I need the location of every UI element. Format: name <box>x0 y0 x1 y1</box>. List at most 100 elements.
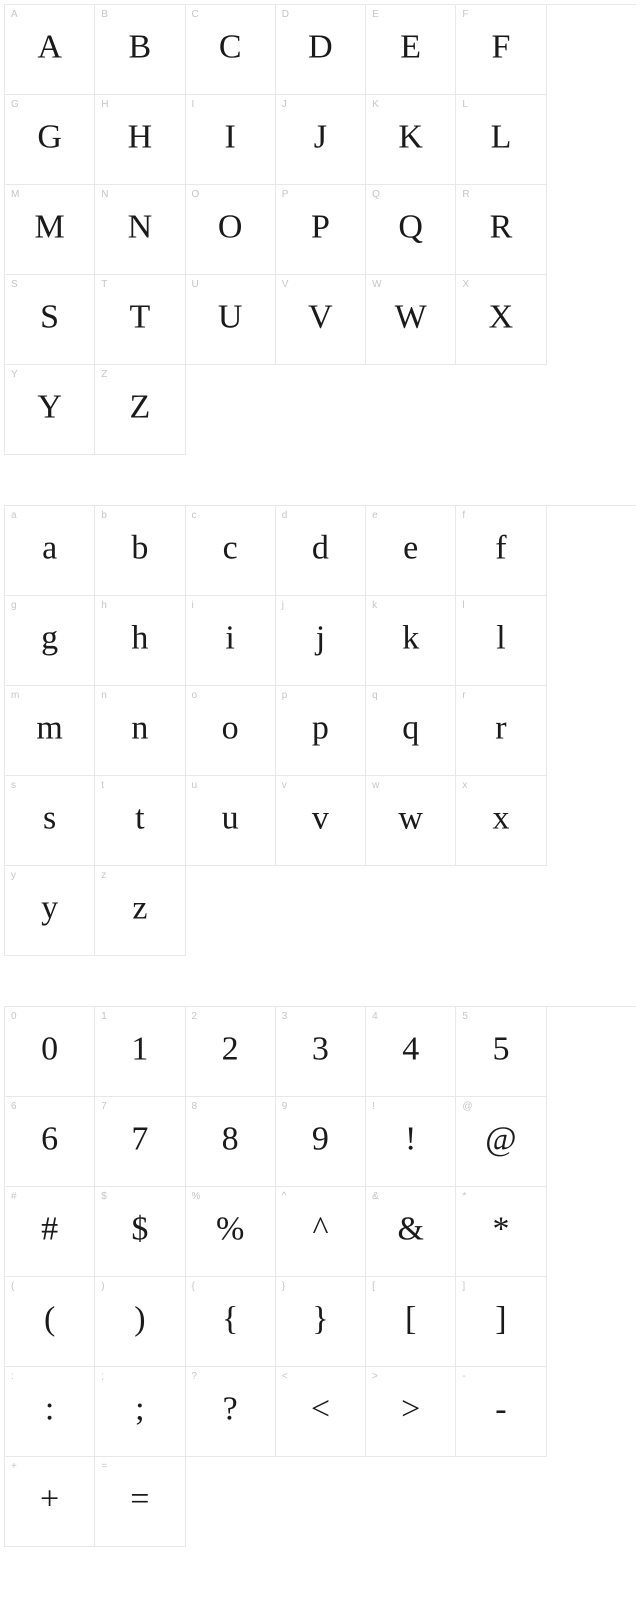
glyph-label: 4 <box>372 1011 378 1022</box>
glyph-label: L <box>462 99 468 110</box>
glyph-cell: 11 <box>95 1007 185 1097</box>
glyph-cell: ;; <box>95 1367 185 1457</box>
glyph-display: p <box>312 711 329 745</box>
glyph-label: g <box>11 600 17 611</box>
glyph-label: ; <box>101 1371 104 1382</box>
glyph-section-numbers-symbols: 00112233445566778899!!@@##$$%%^^&&**(())… <box>4 1006 636 1547</box>
glyph-label: : <box>11 1371 14 1382</box>
glyph-label: K <box>372 99 379 110</box>
glyph-cell: II <box>186 95 276 185</box>
glyph-label: ] <box>462 1281 465 1292</box>
glyph-display: D <box>308 30 333 64</box>
glyph-cell: uu <box>186 776 276 866</box>
glyph-display: N <box>128 210 153 244</box>
glyph-label: < <box>282 1371 288 1382</box>
glyph-cell: pp <box>276 686 366 776</box>
glyph-label: ^ <box>282 1191 287 1202</box>
glyph-label: ! <box>372 1101 375 1112</box>
glyph-display: V <box>308 300 333 334</box>
glyph-cell: bb <box>95 506 185 596</box>
glyph-label: A <box>11 9 18 20</box>
glyph-label: f <box>462 510 465 521</box>
glyph-label: G <box>11 99 19 110</box>
glyph-cell: 77 <box>95 1097 185 1187</box>
glyph-cell: TT <box>95 275 185 365</box>
glyph-cell: FF <box>456 5 546 95</box>
glyph-cell: 55 <box>456 1007 546 1097</box>
glyph-label: * <box>462 1191 466 1202</box>
glyph-label: C <box>192 9 199 20</box>
glyph-cell: SS <box>5 275 95 365</box>
glyph-label: t <box>101 780 104 791</box>
glyph-chart: AABBCCDDEEFFGGHHIIJJKKLLMMNNOOPPQQRRSSTT… <box>4 4 636 1547</box>
glyph-label: u <box>192 780 198 791</box>
glyph-cell: yy <box>5 866 95 956</box>
glyph-display: F <box>491 30 510 64</box>
glyph-cell: ## <box>5 1187 95 1277</box>
glyph-display: 3 <box>312 1032 329 1066</box>
glyph-cell: hh <box>95 596 185 686</box>
glyph-label: $ <box>101 1191 107 1202</box>
glyph-display: S <box>40 300 59 334</box>
glyph-cell: @@ <box>456 1097 546 1187</box>
glyph-label: k <box>372 600 377 611</box>
glyph-cell: ee <box>366 506 456 596</box>
glyph-label: O <box>192 189 200 200</box>
glyph-display: s <box>43 801 56 835</box>
glyph-cell: ss <box>5 776 95 866</box>
glyph-cell: !! <box>366 1097 456 1187</box>
glyph-display: # <box>41 1212 58 1246</box>
glyph-cell: zz <box>95 866 185 956</box>
glyph-cell: ^^ <box>276 1187 366 1277</box>
glyph-display: n <box>131 711 148 745</box>
glyph-cell: 99 <box>276 1097 366 1187</box>
glyph-cell: mm <box>5 686 95 776</box>
glyph-label: I <box>192 99 195 110</box>
glyph-display: y <box>41 891 58 925</box>
glyph-label: ) <box>101 1281 105 1292</box>
glyph-display: U <box>218 300 243 334</box>
glyph-display: 8 <box>222 1122 239 1156</box>
glyph-label: a <box>11 510 17 521</box>
glyph-label: v <box>282 780 287 791</box>
glyph-cell: >> <box>366 1367 456 1457</box>
glyph-cell: 33 <box>276 1007 366 1097</box>
glyph-cell: CC <box>186 5 276 95</box>
glyph-label: = <box>101 1461 107 1472</box>
glyph-display: Q <box>398 210 423 244</box>
glyph-display: * <box>492 1212 509 1246</box>
glyph-cell: AA <box>5 5 95 95</box>
glyph-cell: qq <box>366 686 456 776</box>
glyph-display: t <box>135 801 144 835</box>
glyph-cell: }} <box>276 1277 366 1367</box>
glyph-cell: (( <box>5 1277 95 1367</box>
glyph-cell: OO <box>186 185 276 275</box>
glyph-display: e <box>403 531 418 565</box>
glyph-label: N <box>101 189 108 200</box>
glyph-cell: gg <box>5 596 95 686</box>
glyph-label: S <box>11 279 18 290</box>
glyph-label: m <box>11 690 20 701</box>
glyph-cell: :: <box>5 1367 95 1457</box>
glyph-label: o <box>192 690 198 701</box>
glyph-label: - <box>462 1371 466 1382</box>
glyph-cell: ++ <box>5 1457 95 1547</box>
glyph-label: i <box>192 600 194 611</box>
glyph-label: & <box>372 1191 379 1202</box>
glyph-cell: [[ <box>366 1277 456 1367</box>
glyph-display: [ <box>405 1302 416 1336</box>
glyph-display: P <box>311 210 330 244</box>
glyph-cell: && <box>366 1187 456 1277</box>
glyph-label: ? <box>192 1371 198 1382</box>
glyph-display: c <box>223 531 238 565</box>
glyph-display: 4 <box>402 1032 419 1066</box>
glyph-display: w <box>398 801 423 835</box>
glyph-display: d <box>312 531 329 565</box>
glyph-display: 5 <box>492 1032 509 1066</box>
glyph-label: U <box>192 279 199 290</box>
glyph-cell: tt <box>95 776 185 866</box>
glyph-display: % <box>216 1212 244 1246</box>
glyph-label: > <box>372 1371 378 1382</box>
glyph-display: J <box>314 120 327 154</box>
glyph-display: q <box>402 711 419 745</box>
